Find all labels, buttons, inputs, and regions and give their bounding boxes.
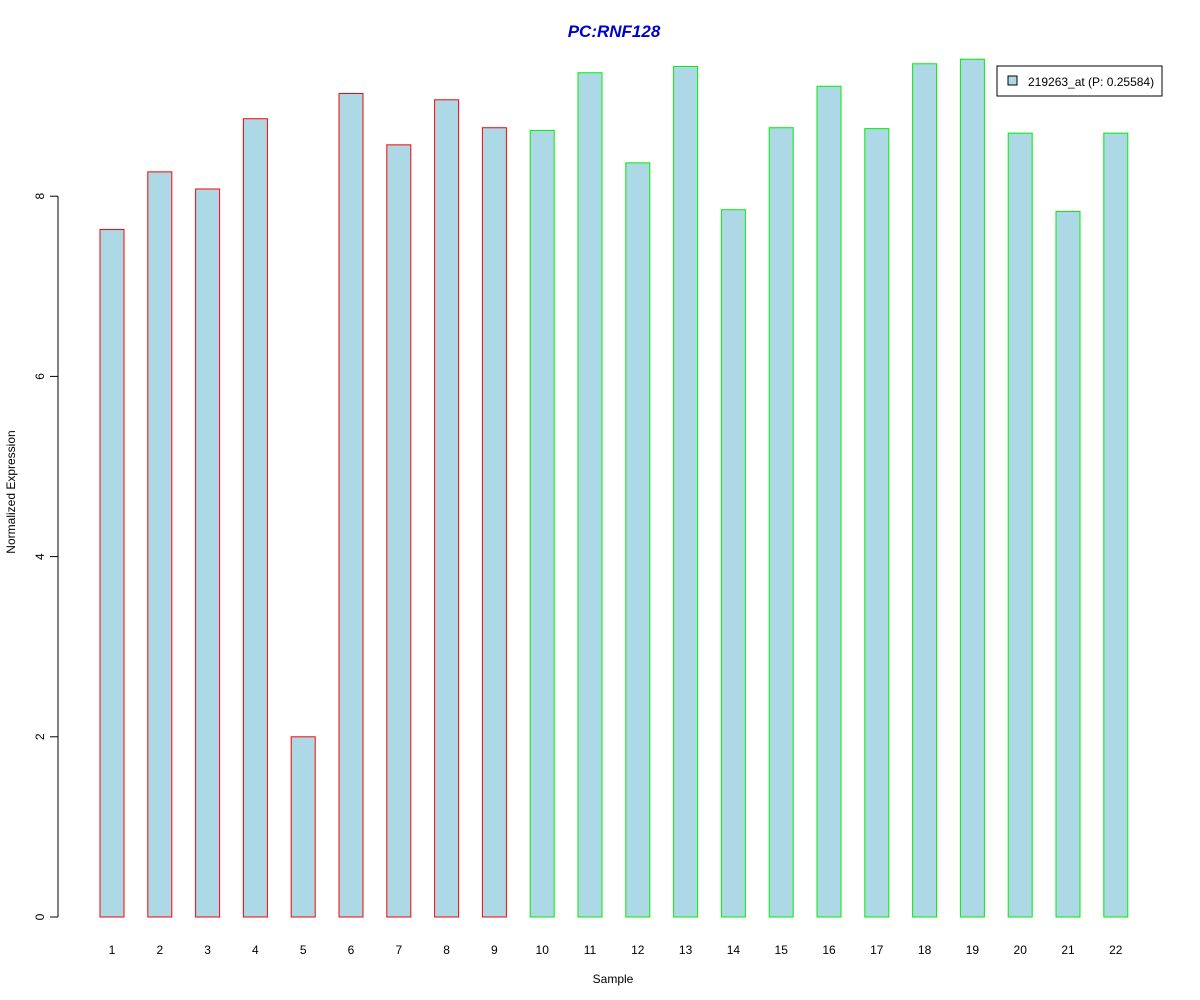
bar-sample-20 [1007, 132, 1033, 918]
bar-sample-16 [816, 85, 842, 918]
x-tick-label: 1 [109, 943, 116, 957]
bar-sample-18 [912, 63, 938, 918]
bar-sample-7 [386, 144, 412, 918]
bar-sample-4 [242, 118, 268, 918]
legend-box [996, 65, 1163, 97]
bar-sample-14 [720, 209, 746, 918]
bar-sample-8 [434, 99, 460, 918]
bar-sample-13 [673, 65, 699, 918]
x-tick-label: 8 [443, 943, 450, 957]
y-tick-label: 4 [33, 553, 47, 560]
bar-sample-2 [147, 171, 173, 918]
bar-sample-19 [959, 58, 985, 918]
bar-sample-15 [768, 127, 794, 918]
x-tick-label: 19 [966, 943, 980, 957]
bar-sample-12 [625, 162, 651, 918]
bar-sample-9 [481, 127, 507, 918]
x-tick-label: 14 [727, 943, 741, 957]
bar-sample-21 [1055, 211, 1081, 918]
y-axis: 0 2 4 6 8 [33, 193, 59, 920]
x-tick-label: 3 [204, 943, 211, 957]
legend-swatch [1007, 75, 1018, 86]
x-tick-label: 9 [491, 943, 498, 957]
bar-sample-22 [1103, 132, 1129, 918]
x-tick-label: 22 [1109, 943, 1123, 957]
x-tick-label: 17 [870, 943, 884, 957]
bar-sample-6 [338, 92, 364, 918]
y-tick-label: 0 [33, 913, 47, 920]
legend: 219263_at (P: 0.25584) [996, 65, 1163, 97]
x-tick-label: 7 [395, 943, 402, 957]
y-tick-label: 2 [33, 733, 47, 740]
x-tick-label: 2 [156, 943, 163, 957]
x-tick-label: 5 [300, 943, 307, 957]
y-tick-label: 8 [33, 193, 47, 200]
chart-title: PC:RNF128 [568, 22, 661, 41]
bar-sample-1 [99, 229, 125, 918]
bar-sample-3 [195, 188, 221, 918]
y-tick-label: 6 [33, 373, 47, 380]
x-tick-label: 4 [252, 943, 259, 957]
x-tick-label: 10 [536, 943, 550, 957]
bar-sample-5 [290, 736, 316, 918]
x-tick-label: 6 [348, 943, 355, 957]
bar-sample-17 [864, 128, 890, 918]
x-tick-labels: 1 2 3 4 5 6 7 8 9 10 11 12 13 14 15 16 17 18 19 20 21 22 [109, 943, 1123, 957]
x-tick-label: 16 [822, 943, 836, 957]
x-tick-label: 11 [584, 943, 597, 957]
bar-sample-11 [577, 72, 603, 918]
x-tick-label: 20 [1014, 943, 1028, 957]
x-axis-title: Sample [593, 972, 634, 986]
legend-label: 219263_at (P: 0.25584) [1028, 75, 1154, 89]
y-axis-title: Normalized Expression [4, 430, 18, 553]
x-tick-label: 15 [775, 943, 789, 957]
x-tick-label: 18 [918, 943, 932, 957]
bars [99, 58, 1129, 918]
x-tick-label: 12 [631, 943, 645, 957]
x-tick-label: 13 [679, 943, 693, 957]
bar-sample-10 [529, 129, 555, 918]
x-tick-label: 21 [1061, 943, 1075, 957]
